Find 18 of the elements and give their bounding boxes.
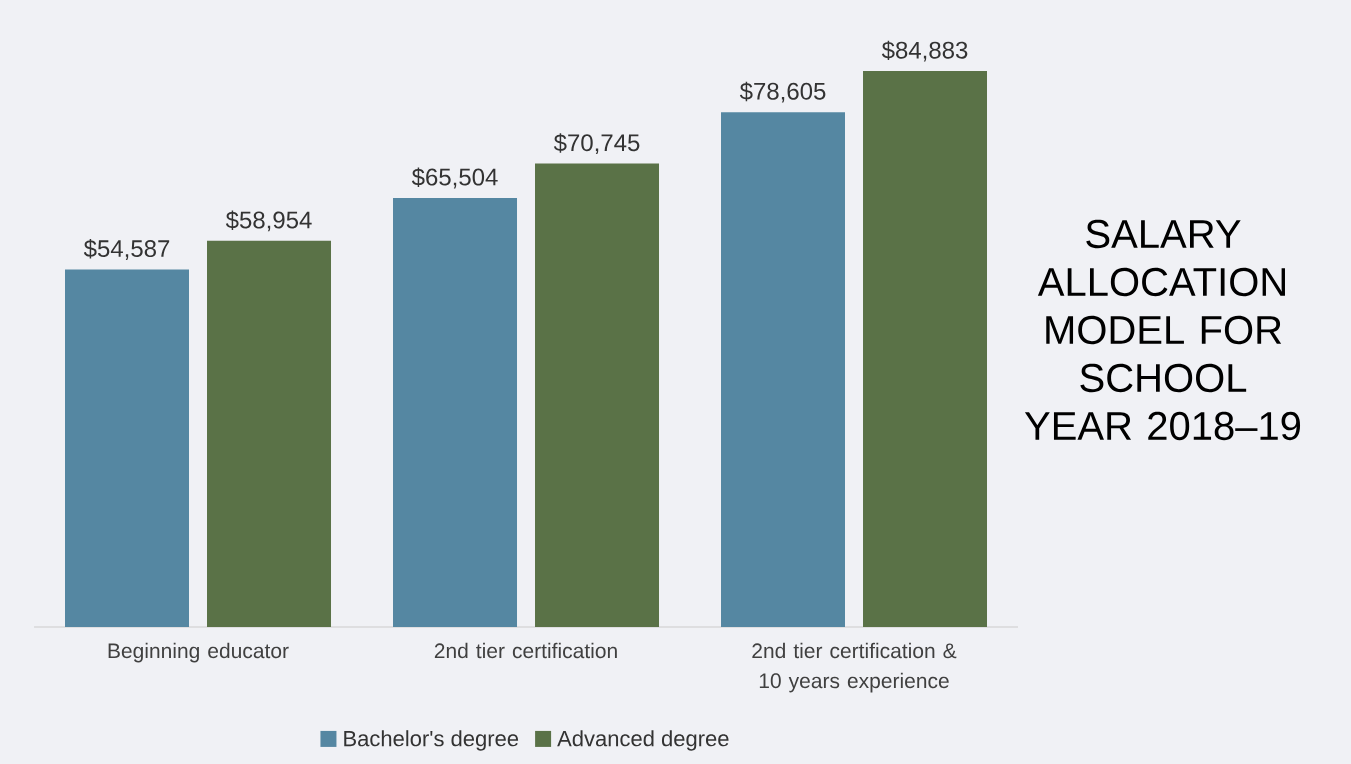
bar — [535, 163, 660, 627]
x-tick-label: 2nd tier certification & 10 years experience — [752, 642, 957, 693]
x-tick-label: Beginning educator — [108, 642, 289, 663]
bar — [207, 240, 332, 627]
data-label: $54,587 — [83, 239, 170, 260]
bar — [863, 71, 988, 627]
x-tick-label: 2nd tier certification — [434, 642, 617, 659]
data-label: $78,605 — [739, 81, 826, 103]
data-label: $65,504 — [411, 167, 498, 189]
data-label: $70,745 — [553, 133, 640, 155]
text: SALARY ALLOCATION MODEL FOR SCHOOL YEAR 2018–19 — [1024, 219, 1301, 441]
legend-label: Bachelor's degree — [344, 730, 519, 751]
legend-label: Advanced degree — [557, 730, 729, 751]
data-label: $58,954 — [225, 210, 312, 232]
bar — [65, 269, 190, 627]
bar — [721, 112, 846, 627]
data-label: $84,883 — [881, 40, 968, 62]
bar — [393, 197, 518, 627]
